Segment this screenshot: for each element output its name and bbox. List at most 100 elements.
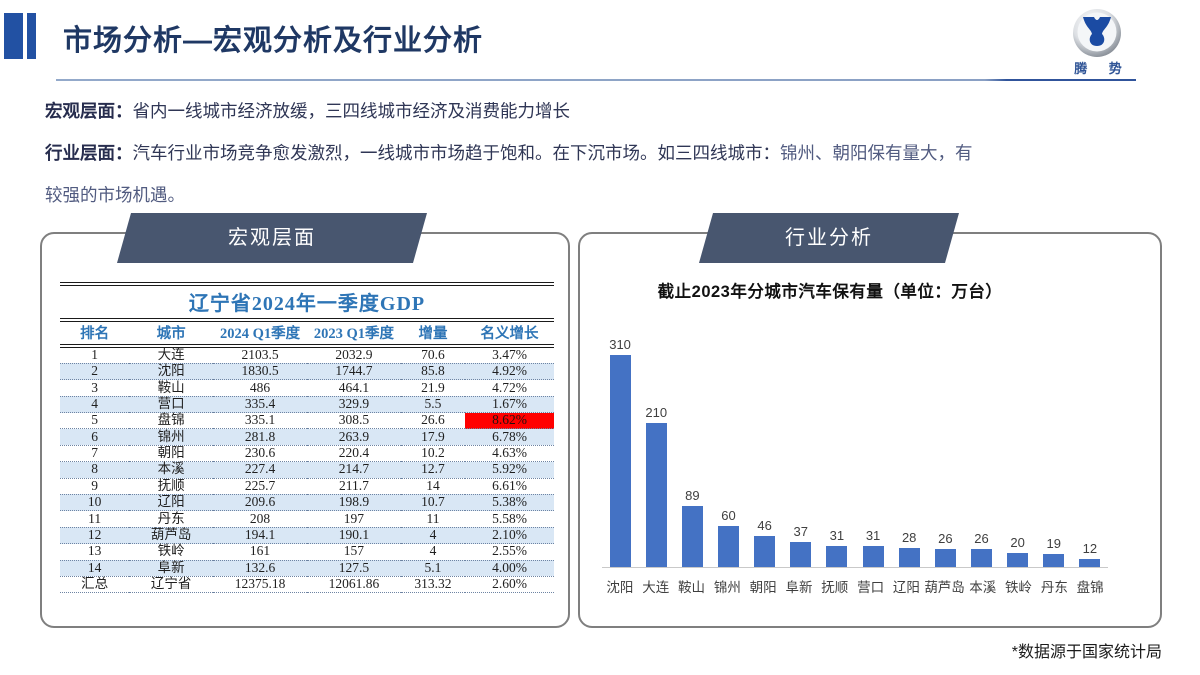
gdp-cell-nominal_growth: 2.55% bbox=[465, 543, 554, 561]
gdp-column-header: 2023 Q1季度 bbox=[306, 320, 401, 348]
bar-value-label: 19 bbox=[1046, 536, 1061, 551]
gdp-cell-rank: 8 bbox=[60, 461, 130, 479]
gdp-table-row: 1 大连 2103.5 2032.9 70.6 3.47% bbox=[60, 346, 554, 364]
gdp-table-row: 2 沈阳 1830.5 1744.7 85.8 4.92% bbox=[60, 363, 554, 381]
gdp-cell-gdp_2023_q1: 198.9 bbox=[306, 494, 401, 512]
gdp-cell-city: 盘锦 bbox=[129, 412, 214, 430]
gdp-cell-city: 铁岭 bbox=[129, 543, 214, 561]
page-title: 市场分析—宏观分析及行业分析 bbox=[63, 25, 484, 57]
gdp-table-row: 5 盘锦 335.1 308.5 26.6 8.62% bbox=[60, 412, 554, 430]
industry-banner: 行业分析 bbox=[699, 213, 959, 263]
gdp-cell-delta: 10.2 bbox=[400, 445, 466, 463]
gdp-cell-rank: 14 bbox=[60, 560, 130, 577]
gdp-cell-gdp_2023_q1: 127.5 bbox=[306, 560, 401, 577]
gdp-cell-city: 辽宁省 bbox=[129, 576, 214, 594]
bar-category-label: 朝阳 bbox=[749, 580, 777, 595]
bar bbox=[1007, 553, 1029, 567]
gdp-cell-delta: 5.5 bbox=[400, 396, 466, 414]
gdp-cell-gdp_2024_q1: 1830.5 bbox=[213, 363, 307, 381]
bar-column: 26 bbox=[963, 531, 999, 567]
bar-column: 31 bbox=[855, 528, 891, 567]
bar-column: 26 bbox=[927, 531, 963, 567]
gdp-cell-rank: 11 bbox=[60, 511, 130, 528]
bar-column: 89 bbox=[674, 488, 710, 567]
denza-logo-icon bbox=[1073, 9, 1121, 57]
gdp-cell-delta: 10.7 bbox=[400, 494, 466, 512]
gdp-cell-nominal_growth: 2.10% bbox=[465, 527, 554, 545]
bar bbox=[1043, 554, 1065, 567]
gdp-cell-rank: 9 bbox=[60, 478, 130, 495]
bar-value-label: 12 bbox=[1082, 541, 1098, 556]
gdp-cell-delta: 4 bbox=[400, 543, 466, 561]
bar-value-label: 46 bbox=[757, 518, 772, 533]
gdp-table-row: 3 鞍山 486 464.1 21.9 4.72% bbox=[60, 380, 554, 397]
bar-category-label: 盘锦 bbox=[1076, 580, 1104, 595]
gdp-cell-nominal_growth: 4.92% bbox=[465, 363, 554, 381]
gdp-cell-rank: 10 bbox=[60, 494, 130, 512]
gdp-cell-rank: 6 bbox=[60, 429, 130, 446]
bar-category-label: 沈阳 bbox=[606, 580, 634, 595]
bar-value-label: 89 bbox=[685, 488, 700, 503]
gdp-cell-gdp_2023_q1: 308.5 bbox=[306, 412, 401, 430]
bar-value-label: 20 bbox=[1010, 535, 1025, 550]
gdp-table-row: 汇总 辽宁省 12375.18 12061.86 313.32 2.60% bbox=[60, 576, 554, 594]
bar bbox=[934, 549, 956, 567]
gdp-column-header: 2024 Q1季度 bbox=[213, 320, 307, 348]
macro-line: 宏观层面：省内一线城市经济放缓，三四线城市经济及消费能力增长 bbox=[45, 90, 1170, 132]
gdp-cell-gdp_2024_q1: 335.1 bbox=[213, 412, 307, 430]
gdp-cell-nominal_growth: 5.92% bbox=[465, 461, 554, 479]
gdp-cell-nominal_growth: 2.60% bbox=[465, 576, 554, 594]
gdp-cell-rank: 7 bbox=[60, 445, 130, 463]
bar-column: 12 bbox=[1072, 541, 1108, 567]
data-source-note: *数据源于国家统计局 bbox=[1011, 644, 1162, 661]
bar-value-label: 31 bbox=[829, 528, 845, 543]
gdp-cell-delta: 5.1 bbox=[400, 560, 466, 577]
gdp-cell-gdp_2024_q1: 2103.5 bbox=[213, 346, 307, 364]
gdp-cell-gdp_2023_q1: 211.7 bbox=[306, 478, 401, 495]
gdp-cell-gdp_2024_q1: 12375.18 bbox=[213, 576, 307, 594]
gdp-table-row: 4 营口 335.4 329.9 5.5 1.67% bbox=[60, 396, 554, 414]
gdp-table-row: 7 朝阳 230.6 220.4 10.2 4.63% bbox=[60, 445, 554, 463]
gdp-cell-gdp_2024_q1: 230.6 bbox=[213, 445, 307, 463]
gdp-cell-nominal_growth: 4.00% bbox=[465, 560, 554, 577]
gdp-cell-city: 本溪 bbox=[129, 461, 214, 479]
gdp-cell-gdp_2023_q1: 157 bbox=[306, 543, 401, 561]
gdp-cell-nominal_growth: 4.72% bbox=[465, 380, 554, 397]
gdp-cell-city: 营口 bbox=[129, 396, 214, 414]
gdp-cell-rank: 3 bbox=[60, 380, 130, 397]
gdp-table-row: 13 铁岭 161 157 4 2.55% bbox=[60, 543, 554, 561]
bar-value-label: 37 bbox=[793, 524, 808, 539]
bar-value-label: 210 bbox=[645, 405, 668, 420]
gdp-cell-delta: 26.6 bbox=[400, 412, 466, 430]
gdp-cell-city: 朝阳 bbox=[129, 445, 214, 463]
gdp-cell-nominal_growth: 8.62% bbox=[465, 412, 554, 430]
bar-column: 31 bbox=[819, 528, 855, 567]
gdp-cell-city: 葫芦岛 bbox=[129, 527, 214, 545]
gdp-column-header: 排名 bbox=[60, 320, 130, 348]
macro-label: 宏观层面： bbox=[45, 101, 133, 121]
gdp-column-header: 名义增长 bbox=[465, 320, 554, 348]
gdp-cell-gdp_2023_q1: 1744.7 bbox=[306, 363, 401, 381]
gdp-cell-gdp_2024_q1: 486 bbox=[213, 380, 307, 397]
gdp-cell-gdp_2024_q1: 225.7 bbox=[213, 478, 307, 495]
gdp-cell-gdp_2024_q1: 208 bbox=[213, 511, 307, 528]
gdp-table-body: 1 大连 2103.5 2032.9 70.6 3.47% 2 沈阳 1830.5 1744.7 8… bbox=[60, 346, 554, 594]
gdp-table-header-row: 排名 城市 2024 Q1季度 2023 Q1季度 增量 名义增长 bbox=[60, 320, 554, 348]
gdp-cell-delta: 14 bbox=[400, 478, 466, 495]
bar bbox=[970, 549, 992, 567]
gdp-cell-delta: 17.9 bbox=[400, 429, 466, 446]
gdp-cell-delta: 12.7 bbox=[400, 461, 466, 479]
bar-value-label: 31 bbox=[865, 528, 881, 543]
gdp-table-row: 9 抚顺 225.7 211.7 14 6.61% bbox=[60, 478, 554, 495]
gdp-column-header: 城市 bbox=[129, 320, 214, 348]
bar-category-label: 抚顺 bbox=[821, 580, 849, 595]
gdp-cell-nominal_growth: 3.47% bbox=[465, 346, 554, 364]
industry-text-dark: 汽车行业市场竞争愈发激烈，一线城市市场趋于饱和。在下沉市场。如三四线城市： bbox=[132, 143, 781, 163]
gdp-table-title: 辽宁省2024年一季度GDP bbox=[60, 284, 554, 322]
bar-column: 46 bbox=[747, 518, 783, 567]
gdp-cell-gdp_2023_q1: 329.9 bbox=[306, 396, 401, 414]
bar bbox=[754, 536, 776, 567]
gdp-cell-gdp_2023_q1: 464.1 bbox=[306, 380, 401, 397]
macro-text: 省内一线城市经济放缓，三四线城市经济及消费能力增长 bbox=[132, 101, 571, 121]
